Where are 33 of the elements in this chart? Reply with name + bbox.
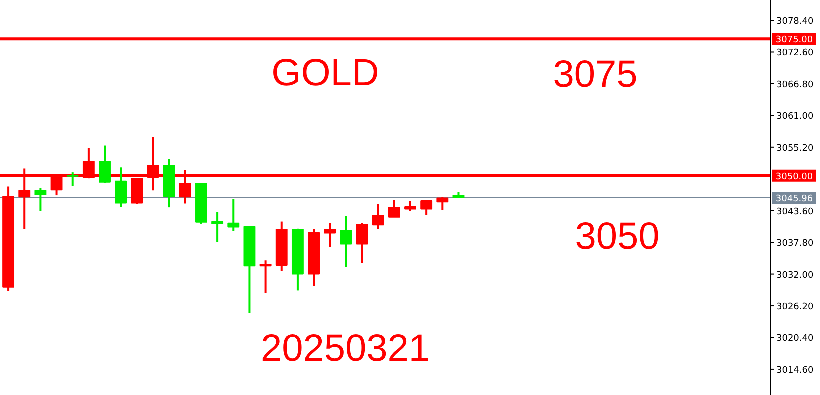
y-tick-label: 3066.80 [776, 80, 814, 90]
candlestick [388, 199, 400, 218]
candlestick [340, 215, 352, 268]
candlestick [212, 211, 224, 244]
candlestick [260, 260, 272, 294]
y-tick-label: 3020.40 [776, 334, 814, 344]
candlestick [404, 200, 416, 212]
ref-line-label: 3045.96 [776, 194, 814, 204]
y-tick-label: 3043.60 [776, 207, 814, 218]
y-tick-label: 3014.60 [776, 366, 814, 376]
candlestick [66, 172, 79, 188]
annotation: GOLD [272, 52, 380, 94]
candlestick [115, 166, 128, 208]
y-tick-label: 3026.20 [776, 302, 814, 313]
candlestick [99, 144, 111, 184]
y-tick-label: 3055.20 [776, 144, 814, 154]
ref-line-label: 3050.00 [776, 172, 814, 182]
y-tick-label: 3037.80 [776, 239, 814, 250]
candlestick [324, 222, 336, 248]
ref-line-label: 3075.00 [776, 36, 814, 46]
annotation: 3075 [553, 54, 638, 96]
y-tick-label: 3032.00 [776, 270, 814, 281]
annotation: 3050 [575, 216, 660, 258]
candlestick [356, 222, 368, 264]
candlestick [420, 199, 433, 216]
candlestick [372, 203, 384, 230]
y-tick-label: 3078.40 [776, 17, 814, 28]
y-tick-label: 3061.00 [776, 112, 814, 122]
y-tick-label: 3072.60 [776, 48, 814, 59]
candlestick [34, 187, 47, 212]
candlestick [228, 198, 240, 232]
annotation: 20250321 [260, 328, 430, 370]
candlestick [436, 196, 449, 212]
